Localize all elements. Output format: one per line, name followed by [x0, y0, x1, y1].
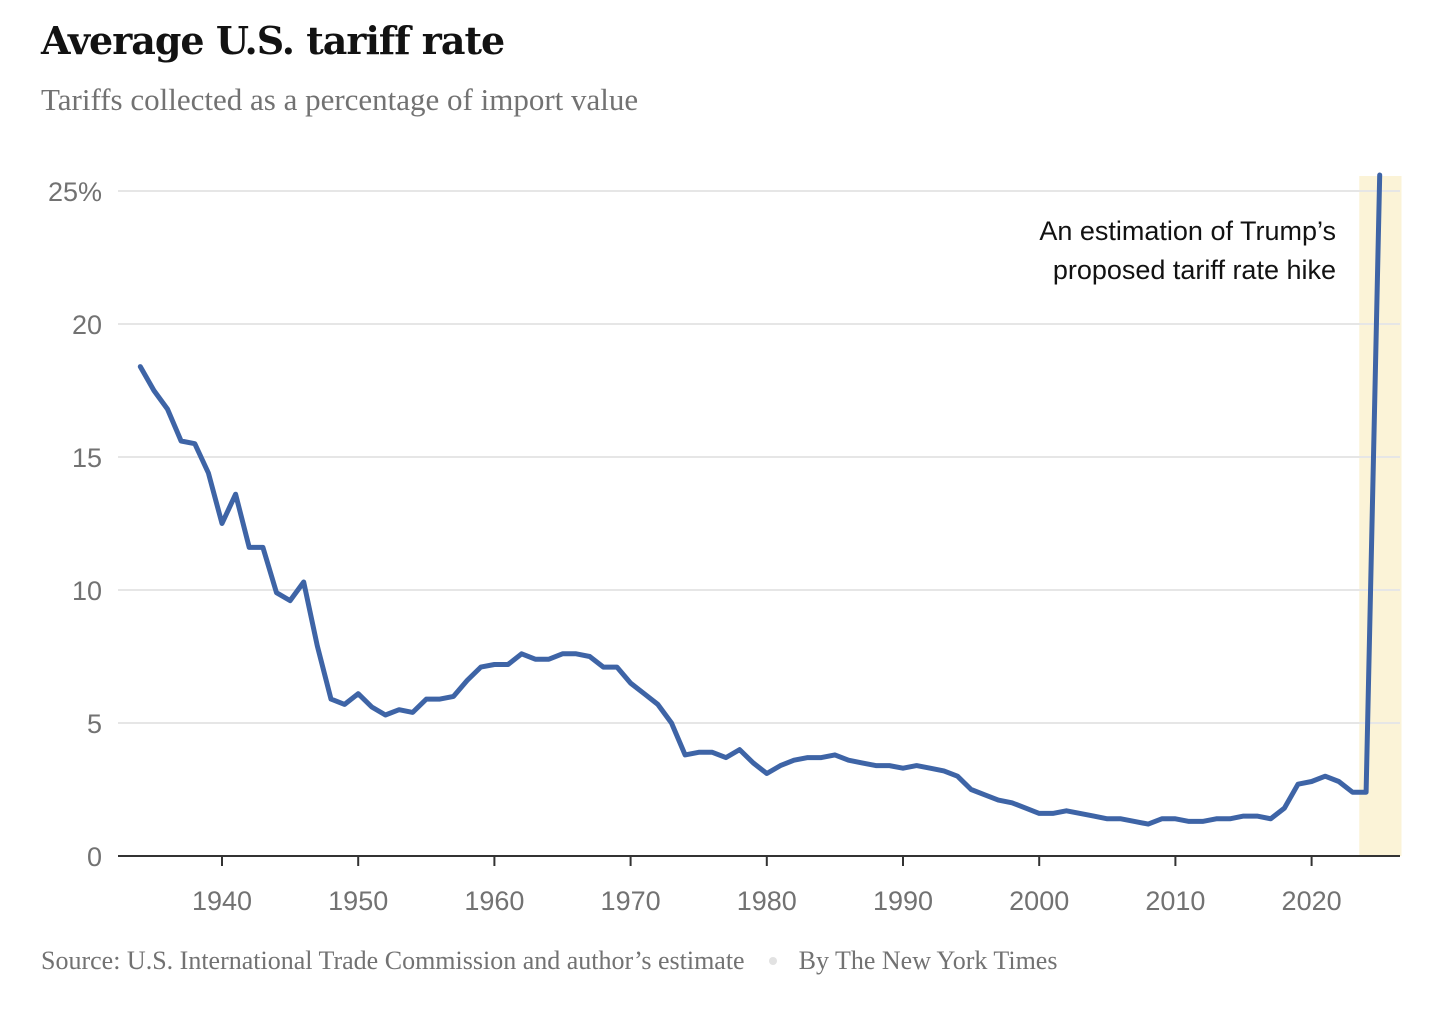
chart-title: Average U.S. tariff rate [41, 18, 505, 63]
x-tick-label: 1950 [328, 886, 388, 916]
x-tick-label: 1970 [601, 886, 661, 916]
y-tick-label: 5 [87, 709, 102, 739]
x-tick-label: 1960 [464, 886, 524, 916]
source-note: Source: U.S. International Trade Commiss… [41, 946, 745, 975]
y-tick-label: 0 [87, 842, 102, 872]
x-tick-label: 1990 [873, 886, 933, 916]
annotation-text: An estimation of Trump’s [1039, 216, 1336, 246]
y-tick-label: 10 [72, 576, 102, 606]
byline: By The New York Times [798, 946, 1058, 975]
y-tick-label: 25% [48, 177, 102, 207]
x-tick-label: 1980 [737, 886, 797, 916]
x-tick-label: 1940 [192, 886, 252, 916]
footer: Source: U.S. International Trade Commiss… [41, 946, 1057, 976]
y-tick-label: 15 [72, 443, 102, 473]
separator-dot [768, 957, 777, 966]
tariff-rate-line [137, 172, 1383, 827]
x-tick-label: 2010 [1145, 886, 1205, 916]
y-tick-label: 20 [72, 310, 102, 340]
x-tick-label: 2020 [1282, 886, 1342, 916]
chart-subtitle: Tariffs collected as a percentage of imp… [41, 82, 639, 117]
annotation-text: proposed tariff rate hike [1053, 255, 1336, 285]
x-tick-label: 2000 [1009, 886, 1069, 916]
